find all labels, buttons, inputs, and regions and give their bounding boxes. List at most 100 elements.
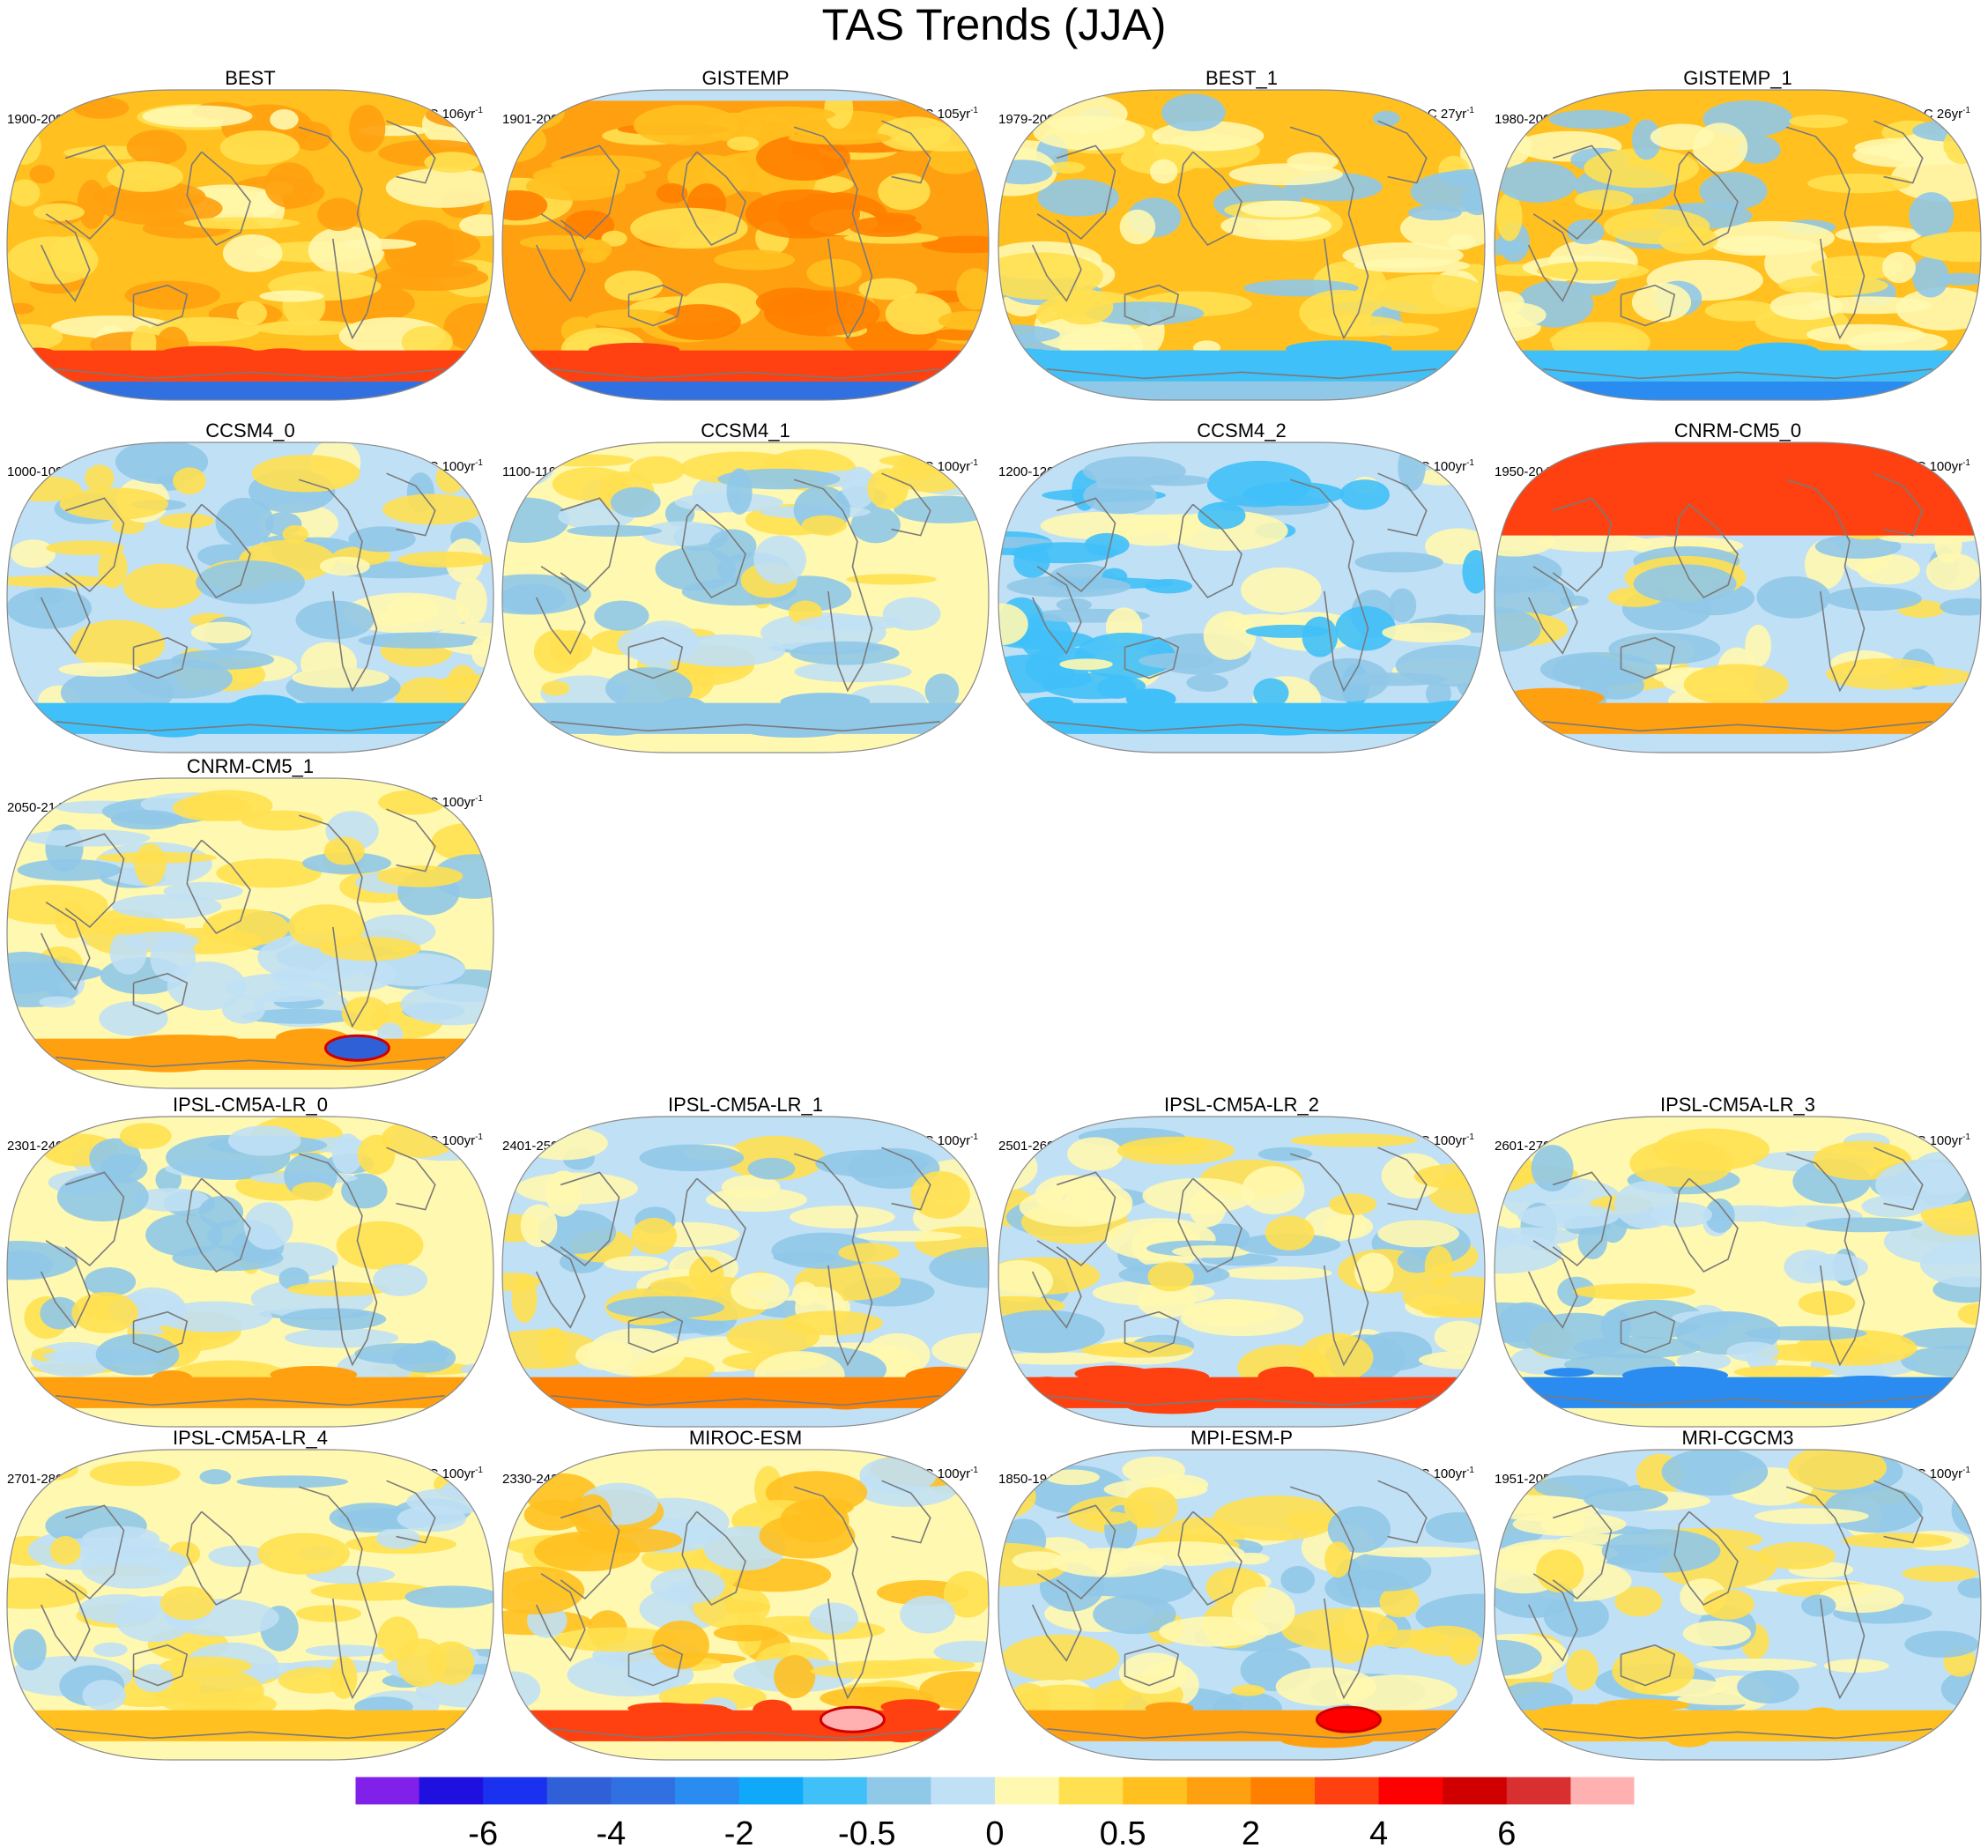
field-patch bbox=[1608, 633, 1721, 665]
field-patch bbox=[1875, 1160, 1969, 1210]
field-patch bbox=[8, 128, 41, 165]
southern-band bbox=[998, 350, 1485, 382]
field-patch bbox=[134, 843, 167, 886]
field-patch bbox=[856, 1230, 962, 1242]
field-patch bbox=[838, 1243, 900, 1263]
coastline bbox=[627, 1310, 684, 1354]
field-patch bbox=[282, 524, 308, 544]
map-outline bbox=[1494, 1116, 1982, 1428]
field-patch bbox=[254, 320, 364, 336]
field-patch bbox=[1241, 200, 1321, 218]
field-patch bbox=[630, 207, 748, 249]
field-patch bbox=[1788, 1450, 1887, 1490]
field-patch bbox=[29, 165, 56, 184]
field-patch bbox=[998, 603, 1028, 646]
panel-title: IPSL-CM5A-LR_3 bbox=[1660, 1094, 1815, 1116]
coastline bbox=[40, 1573, 91, 1662]
coastline bbox=[535, 566, 586, 655]
field-patch bbox=[1369, 274, 1485, 315]
coastline bbox=[1543, 721, 1932, 732]
southern-band-patch bbox=[880, 1699, 940, 1715]
coastline bbox=[56, 1395, 445, 1406]
field-patch bbox=[73, 96, 130, 119]
southern-band-patch bbox=[753, 1699, 792, 1721]
map-outline bbox=[998, 1449, 1486, 1761]
coastline bbox=[1056, 1171, 1116, 1267]
coastline bbox=[535, 213, 586, 302]
coastline bbox=[881, 472, 931, 537]
southern-band-patch bbox=[1257, 1366, 1315, 1387]
field-patch bbox=[1938, 272, 1981, 286]
field-patch bbox=[17, 858, 122, 881]
coastline bbox=[535, 1240, 586, 1329]
southern-band-patch bbox=[639, 1384, 704, 1401]
coastline bbox=[40, 213, 91, 302]
field-patch bbox=[59, 487, 168, 521]
field-patch bbox=[1381, 1153, 1444, 1199]
field-patch bbox=[1372, 110, 1400, 127]
field-patch bbox=[1136, 1280, 1196, 1318]
anomaly-field bbox=[1495, 90, 1981, 400]
field-patch bbox=[604, 1256, 669, 1272]
coastline bbox=[132, 636, 189, 679]
field-patch bbox=[173, 467, 206, 494]
field-patch bbox=[1676, 1352, 1732, 1370]
field-patch bbox=[867, 468, 909, 509]
southern-band-patch bbox=[1117, 1387, 1197, 1399]
coastline bbox=[1056, 497, 1116, 593]
field-patch bbox=[1495, 291, 1524, 315]
field-patch bbox=[1413, 1163, 1485, 1190]
field-patch bbox=[257, 1533, 350, 1575]
field-patch bbox=[1142, 1177, 1256, 1214]
field-patch bbox=[1537, 533, 1652, 553]
field-patch bbox=[738, 106, 836, 122]
field-patch bbox=[1852, 143, 1947, 167]
field-patch bbox=[1904, 1630, 1979, 1658]
field-patch bbox=[459, 214, 493, 237]
southern-band-patch bbox=[248, 348, 316, 369]
field-patch bbox=[71, 1292, 138, 1333]
field-patch bbox=[82, 1680, 126, 1711]
coastline bbox=[551, 1728, 940, 1740]
panel-title: IPSL-CM5A-LR_0 bbox=[173, 1094, 328, 1116]
field-patch bbox=[617, 626, 700, 663]
field-patch bbox=[196, 560, 305, 605]
field-patch bbox=[358, 632, 483, 649]
field-patch bbox=[721, 1175, 781, 1199]
coastline bbox=[1289, 126, 1369, 340]
southern-band-patch bbox=[1055, 355, 1131, 366]
coastline bbox=[560, 145, 620, 241]
coastline bbox=[793, 1153, 873, 1367]
field-patch bbox=[921, 235, 989, 254]
coastline bbox=[627, 636, 684, 679]
field-patch bbox=[400, 983, 493, 1026]
field-patch bbox=[1377, 1220, 1460, 1248]
field-patch bbox=[545, 1170, 582, 1217]
coastline bbox=[1620, 1310, 1676, 1354]
field-patch bbox=[1495, 1233, 1563, 1274]
southern-band-patch bbox=[1137, 1711, 1240, 1734]
coastline bbox=[1056, 1504, 1116, 1600]
field-patch bbox=[341, 1173, 388, 1209]
field-patch bbox=[1059, 658, 1113, 671]
southern-band-patch bbox=[1621, 1366, 1729, 1384]
field-patch bbox=[1080, 1341, 1193, 1358]
coastline bbox=[551, 1395, 940, 1406]
field-patch bbox=[1388, 588, 1417, 623]
field-patch bbox=[215, 497, 274, 547]
coastline bbox=[132, 972, 189, 1015]
field-patch bbox=[582, 239, 612, 260]
field-patch bbox=[1806, 1217, 1923, 1233]
field-patch bbox=[1040, 511, 1164, 540]
coastline bbox=[64, 1504, 125, 1600]
coastline bbox=[1873, 1480, 1924, 1544]
coastline bbox=[186, 1177, 251, 1273]
field-patch bbox=[1340, 672, 1448, 687]
coastline bbox=[1124, 1310, 1180, 1354]
field-patch bbox=[943, 1570, 989, 1618]
field-patch bbox=[1006, 575, 1131, 597]
southern-band-patch bbox=[1784, 715, 1888, 733]
field-patch bbox=[7, 575, 115, 588]
colorbar-swatch bbox=[1506, 1777, 1571, 1805]
